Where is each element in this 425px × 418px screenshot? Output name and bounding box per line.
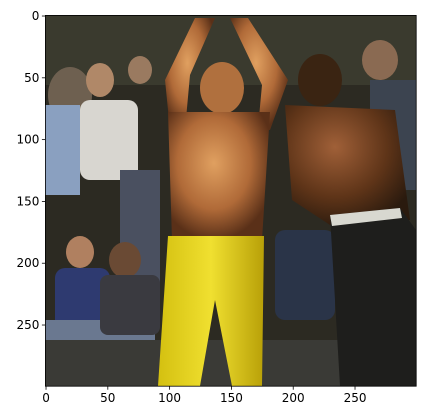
y-tick-label: 200 bbox=[16, 256, 39, 270]
x-tick-label: 0 bbox=[42, 391, 50, 405]
y-tick-label: 0 bbox=[32, 9, 40, 23]
photo bbox=[45, 15, 417, 387]
y-tick-label: 150 bbox=[16, 194, 39, 208]
x-tick-label: 50 bbox=[100, 391, 115, 405]
x-tick-label: 250 bbox=[344, 391, 367, 405]
y-tick-label: 100 bbox=[16, 133, 39, 147]
axes-frame bbox=[45, 14, 417, 387]
y-tick-label: 250 bbox=[16, 318, 39, 332]
x-tick-label: 150 bbox=[220, 391, 243, 405]
x-tick-label: 200 bbox=[282, 391, 305, 405]
y-tick-label: 50 bbox=[24, 71, 39, 85]
x-tick-label: 100 bbox=[158, 391, 181, 405]
